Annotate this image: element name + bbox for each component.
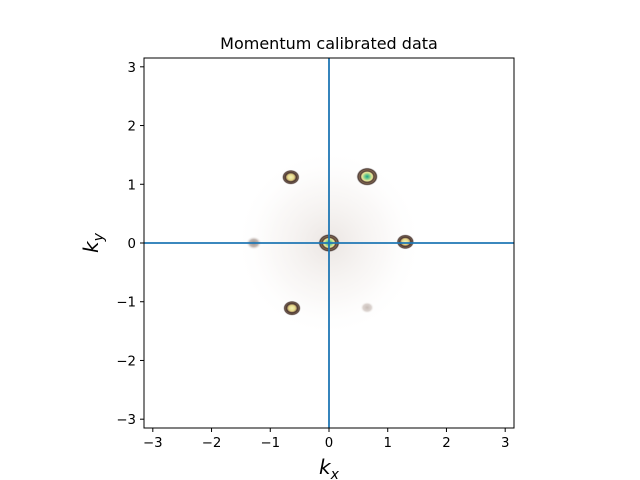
x-axis-label-base: k <box>319 455 332 479</box>
x-tick-label: 2 <box>442 436 450 451</box>
y-tick-label: −1 <box>116 296 136 311</box>
y-tick-label: −3 <box>116 413 136 428</box>
peak-right <box>396 234 415 250</box>
peak-upper-right <box>356 167 379 186</box>
x-axis-ticks: −3 −2 −1 0 1 2 3 <box>143 428 509 451</box>
peak-lower-left <box>283 300 301 316</box>
y-tick-label: 2 <box>128 120 136 135</box>
x-axis-label-sub: x <box>330 467 340 480</box>
x-tick-label: 0 <box>325 436 333 451</box>
y-axis-label-sub: y <box>91 232 107 242</box>
y-axis-ticks: −3 −2 −1 0 1 2 3 <box>116 61 144 428</box>
y-axis-label: ky <box>79 232 107 253</box>
x-tick-label: −2 <box>202 436 222 451</box>
plot-area <box>144 58 514 428</box>
peak-upper-left <box>281 169 300 185</box>
peak-lower-right <box>360 301 375 314</box>
x-axis-label: kx <box>319 455 340 480</box>
x-tick-label: 1 <box>383 436 391 451</box>
y-tick-label: 3 <box>128 61 136 76</box>
chart-title: Momentum calibrated data <box>220 34 438 53</box>
x-tick-label: 3 <box>501 436 509 451</box>
y-axis-label-base: k <box>79 240 103 253</box>
x-tick-label: −3 <box>143 436 163 451</box>
y-tick-label: 0 <box>128 237 136 252</box>
y-tick-label: −2 <box>116 354 136 369</box>
x-tick-label: −1 <box>260 436 280 451</box>
y-tick-label: 1 <box>128 178 136 193</box>
